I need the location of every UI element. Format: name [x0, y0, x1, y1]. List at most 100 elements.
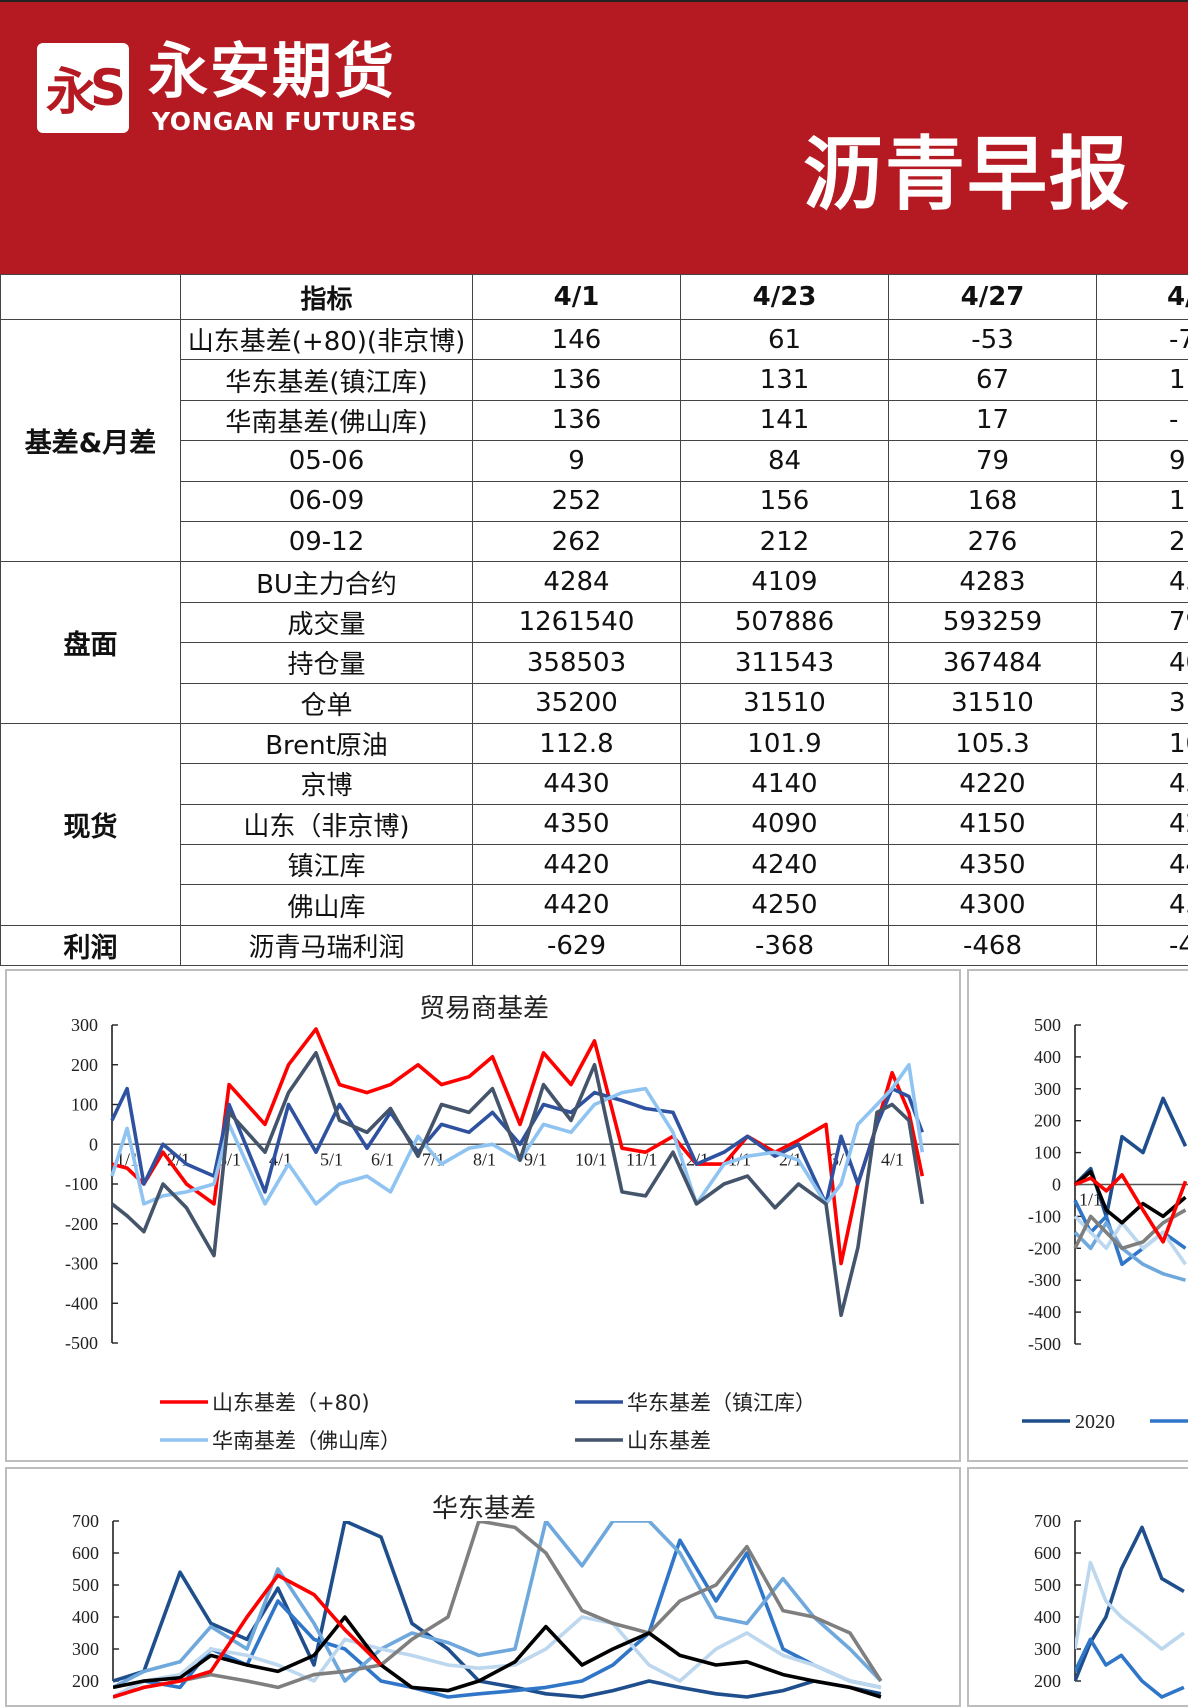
indicator-value: -629 [473, 925, 681, 965]
indicator-value: 31510 [681, 683, 889, 723]
indicator-value: 4109 [681, 562, 889, 602]
indicator-value: -4 [1097, 925, 1188, 965]
y-tick-label: 700 [72, 1511, 99, 1531]
indicator-value: 35200 [473, 683, 681, 723]
y-tick-label: -400 [1028, 1302, 1061, 1322]
group-label: 利润 [1, 925, 181, 965]
y-tick-label: 200 [1034, 1111, 1061, 1131]
indicator-value: 507886 [681, 602, 889, 642]
indicator-name: BU主力合约 [181, 562, 473, 602]
chart-svg: 5004003002001000-100-200-300-400-5001/12… [969, 971, 1188, 1462]
indicator-value: 4420 [473, 845, 681, 885]
chart-title: 华东基差 [432, 1494, 536, 1523]
y-tick-label: 300 [1034, 1079, 1061, 1099]
y-tick-label: 300 [71, 1015, 98, 1035]
table-row: 盘面BU主力合约42844109428343 [1, 562, 1188, 602]
indicator-value: 84 [681, 441, 889, 481]
indicator-value: 131 [681, 360, 889, 400]
series-line-1 [113, 1540, 881, 1697]
indicator-value: 4140 [681, 764, 889, 804]
y-tick-label: -100 [65, 1174, 98, 1194]
report-title: 沥青早报 [803, 110, 1131, 226]
indicator-value: 2 [1097, 521, 1188, 561]
indicator-value: 4250 [681, 885, 889, 925]
indicator-value: 79 [889, 441, 1097, 481]
indicator-value: -468 [889, 925, 1097, 965]
indicator-value: 262 [473, 521, 681, 561]
indicator-value: 9 [1097, 441, 1188, 481]
indicator-name: 京博 [181, 764, 473, 804]
indicator-value: 593259 [889, 602, 1097, 642]
indicator-value: 112.8 [473, 723, 681, 763]
indicator-value: 9 [473, 441, 681, 481]
y-tick-label: 0 [1052, 1175, 1061, 1195]
indicator-value: 10 [1097, 723, 1188, 763]
column-header-3: 4/23 [681, 275, 889, 320]
indicator-name: 山东基差(+80)(非京博) [181, 320, 473, 360]
y-tick-label: -300 [1028, 1270, 1061, 1290]
y-tick-label: -200 [1028, 1238, 1061, 1258]
indicator-value: 4090 [681, 804, 889, 844]
indicator-value: -7 [1097, 320, 1188, 360]
y-tick-label: -100 [1028, 1206, 1061, 1226]
column-header-0 [1, 275, 181, 320]
indicator-value: 4150 [889, 804, 1097, 844]
x-tick-label: 6/1 [371, 1149, 394, 1169]
column-header-2: 4/1 [473, 275, 681, 320]
indicator-value: 4350 [473, 804, 681, 844]
indicator-name: 09-12 [181, 521, 473, 561]
indicator-value: 31 [1097, 683, 1188, 723]
group-label: 现货 [1, 723, 181, 925]
series-line-2 [112, 1065, 922, 1204]
indicator-value: 4420 [473, 885, 681, 925]
indicator-value: -53 [889, 320, 1097, 360]
indicator-value: 796 [1097, 602, 1188, 642]
legend-label: 华南基差（佛山库） [212, 1429, 401, 1453]
indicator-table: 指标4/14/234/274/ 基差&月差山东基差(+80)(非京博)14661… [0, 274, 1188, 966]
indicator-value: 311543 [681, 643, 889, 683]
x-tick-label: 9/1 [524, 1149, 547, 1169]
y-tick-label: -500 [65, 1333, 98, 1353]
column-header-4: 4/27 [889, 275, 1097, 320]
y-tick-label: -200 [65, 1214, 98, 1234]
y-tick-label: 700 [1034, 1511, 1061, 1531]
company-name-en: YONGAN FUTURES [152, 109, 417, 134]
indicator-value: 367484 [889, 643, 1097, 683]
indicator-value: 42 [1097, 804, 1188, 844]
indicator-name: 成交量 [181, 602, 473, 642]
indicator-value: 4240 [681, 845, 889, 885]
indicator-value: 43 [1097, 885, 1188, 925]
indicator-value: 1 [1097, 481, 1188, 521]
y-tick-label: 200 [1034, 1671, 1061, 1691]
legend-label: 华东基差（镇江库） [627, 1391, 816, 1415]
indicator-value: 67 [889, 360, 1097, 400]
indicator-value: 43 [1097, 562, 1188, 602]
indicator-name: 镇江库 [181, 845, 473, 885]
indicator-value: 61 [681, 320, 889, 360]
y-tick-label: 400 [72, 1607, 99, 1627]
y-tick-label: 400 [1034, 1047, 1061, 1067]
indicator-value: 136 [473, 400, 681, 440]
indicator-value: 4283 [889, 562, 1097, 602]
indicator-value: 17 [889, 400, 1097, 440]
y-tick-label: 400 [1034, 1607, 1061, 1627]
indicator-value: 358503 [473, 643, 681, 683]
legend-label: 2020 [1075, 1411, 1115, 1433]
indicator-value: 156 [681, 481, 889, 521]
indicator-value: 4300 [889, 885, 1097, 925]
x-tick-label: 10/1 [575, 1149, 607, 1169]
indicator-value: 146 [473, 320, 681, 360]
indicator-value: 1 [1097, 360, 1188, 400]
indicator-value: 44 [1097, 845, 1188, 885]
column-header-1: 指标 [181, 275, 473, 320]
indicator-value: 4430 [473, 764, 681, 804]
y-tick-label: 600 [1034, 1543, 1061, 1563]
